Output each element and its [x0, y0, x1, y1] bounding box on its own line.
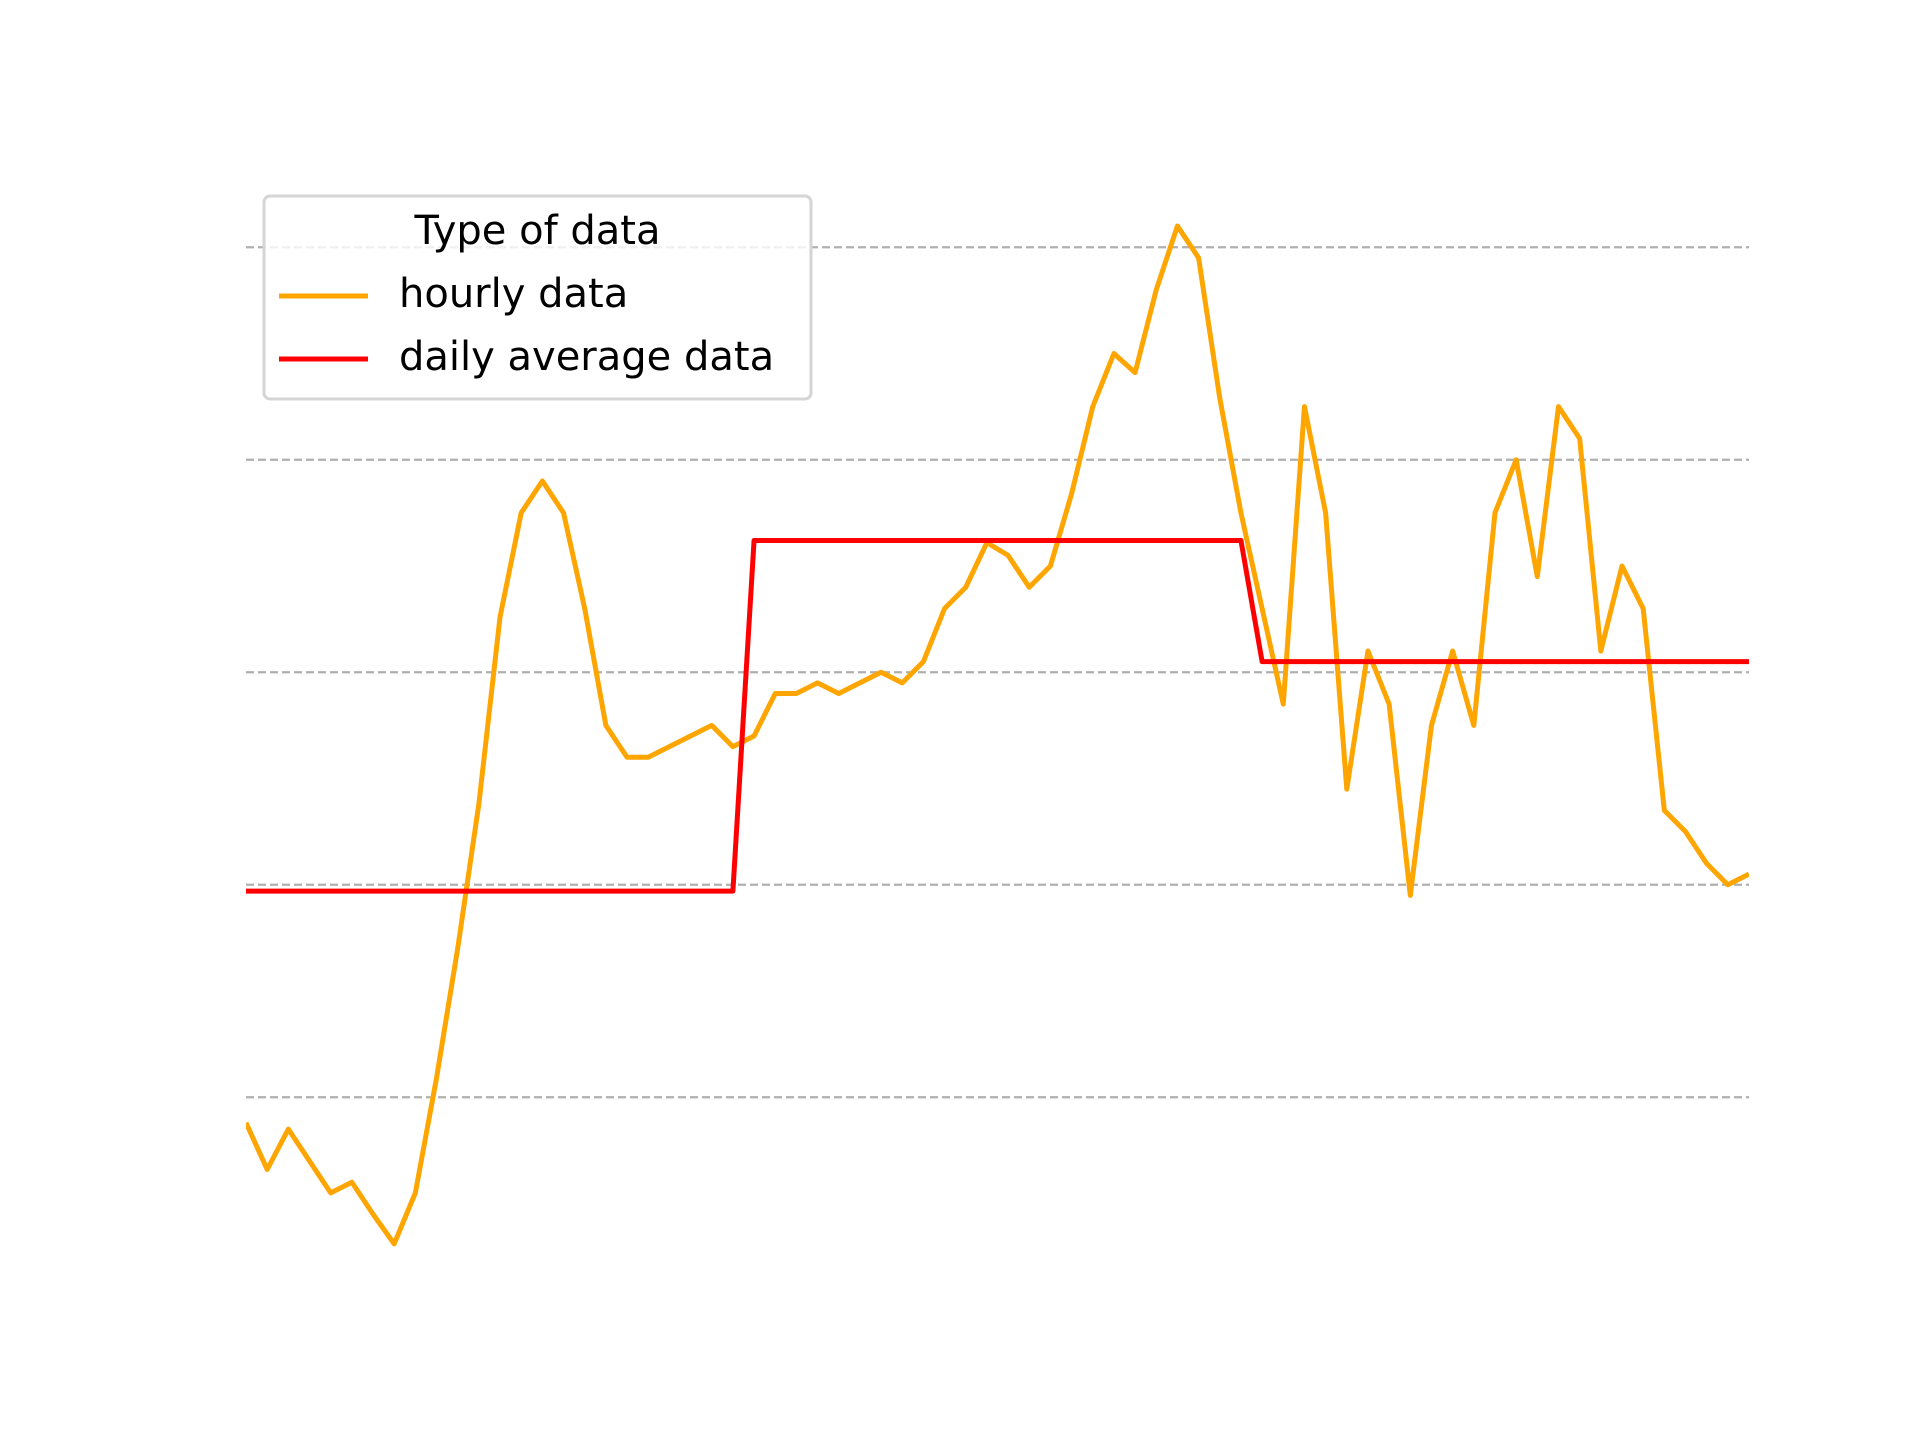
series-line — [246, 538, 1749, 894]
legend: Type of data hourly data daily average dat… — [262, 194, 813, 401]
series-line — [246, 223, 1749, 1247]
legend-label: hourly data — [399, 271, 628, 317]
legend-frame — [262, 194, 813, 401]
legend-label: daily average data — [399, 334, 774, 380]
legend-title: Type of data — [414, 208, 661, 254]
